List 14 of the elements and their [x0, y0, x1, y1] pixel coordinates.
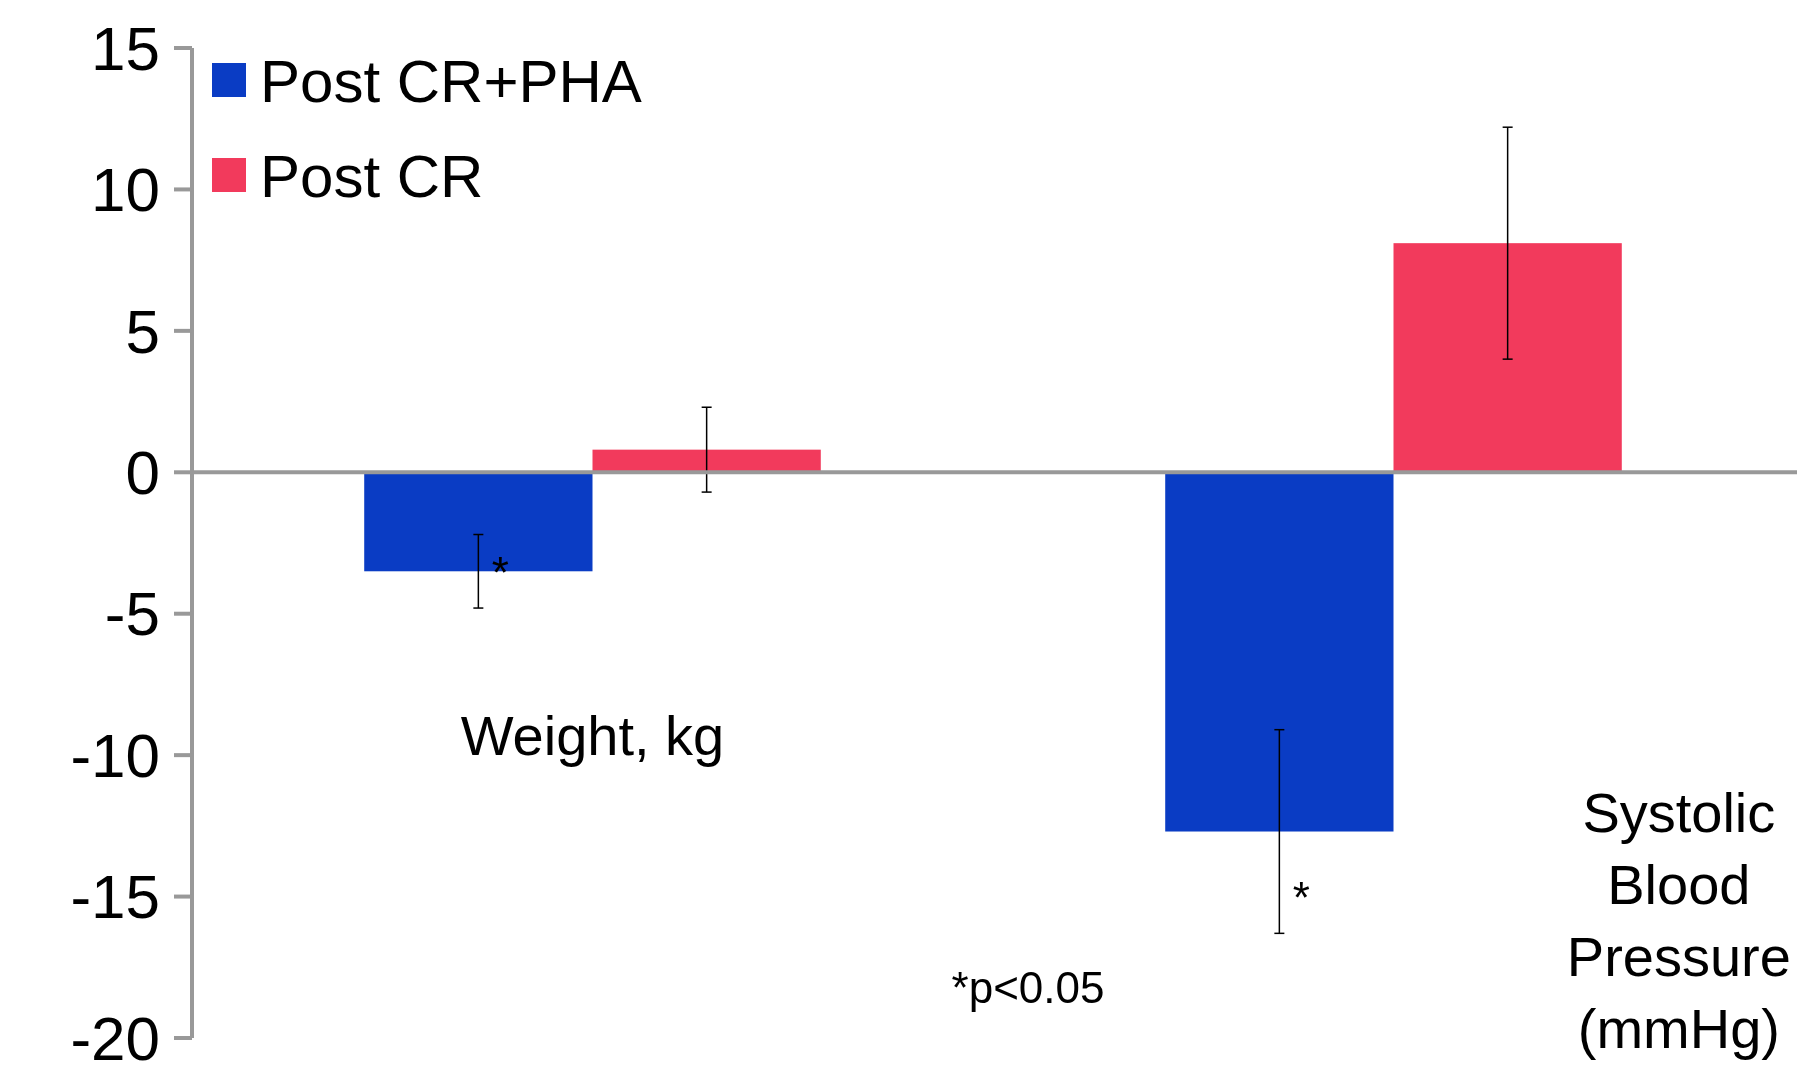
x-tick-label: Weight, kg [460, 704, 725, 768]
y-tick-label: -10 [70, 720, 160, 790]
annotation: *p<0.05 [951, 963, 1105, 1013]
y-tick-label: 10 [91, 155, 160, 225]
y-tick-label: 0 [125, 437, 160, 507]
y-tick-label: -5 [104, 579, 160, 649]
y-tick-label: -15 [70, 862, 160, 932]
y-tick-label: -20 [70, 1003, 160, 1073]
y-tick-label: 15 [91, 13, 160, 83]
y-tick-label: 5 [125, 296, 160, 366]
legend-label: Post CR+PHA [260, 47, 642, 115]
x-tick-label: Systolic Blood Pressure (mmHg) [1566, 780, 1791, 1060]
legend-label: Post CR [260, 142, 484, 210]
annotation: * [1292, 872, 1310, 922]
